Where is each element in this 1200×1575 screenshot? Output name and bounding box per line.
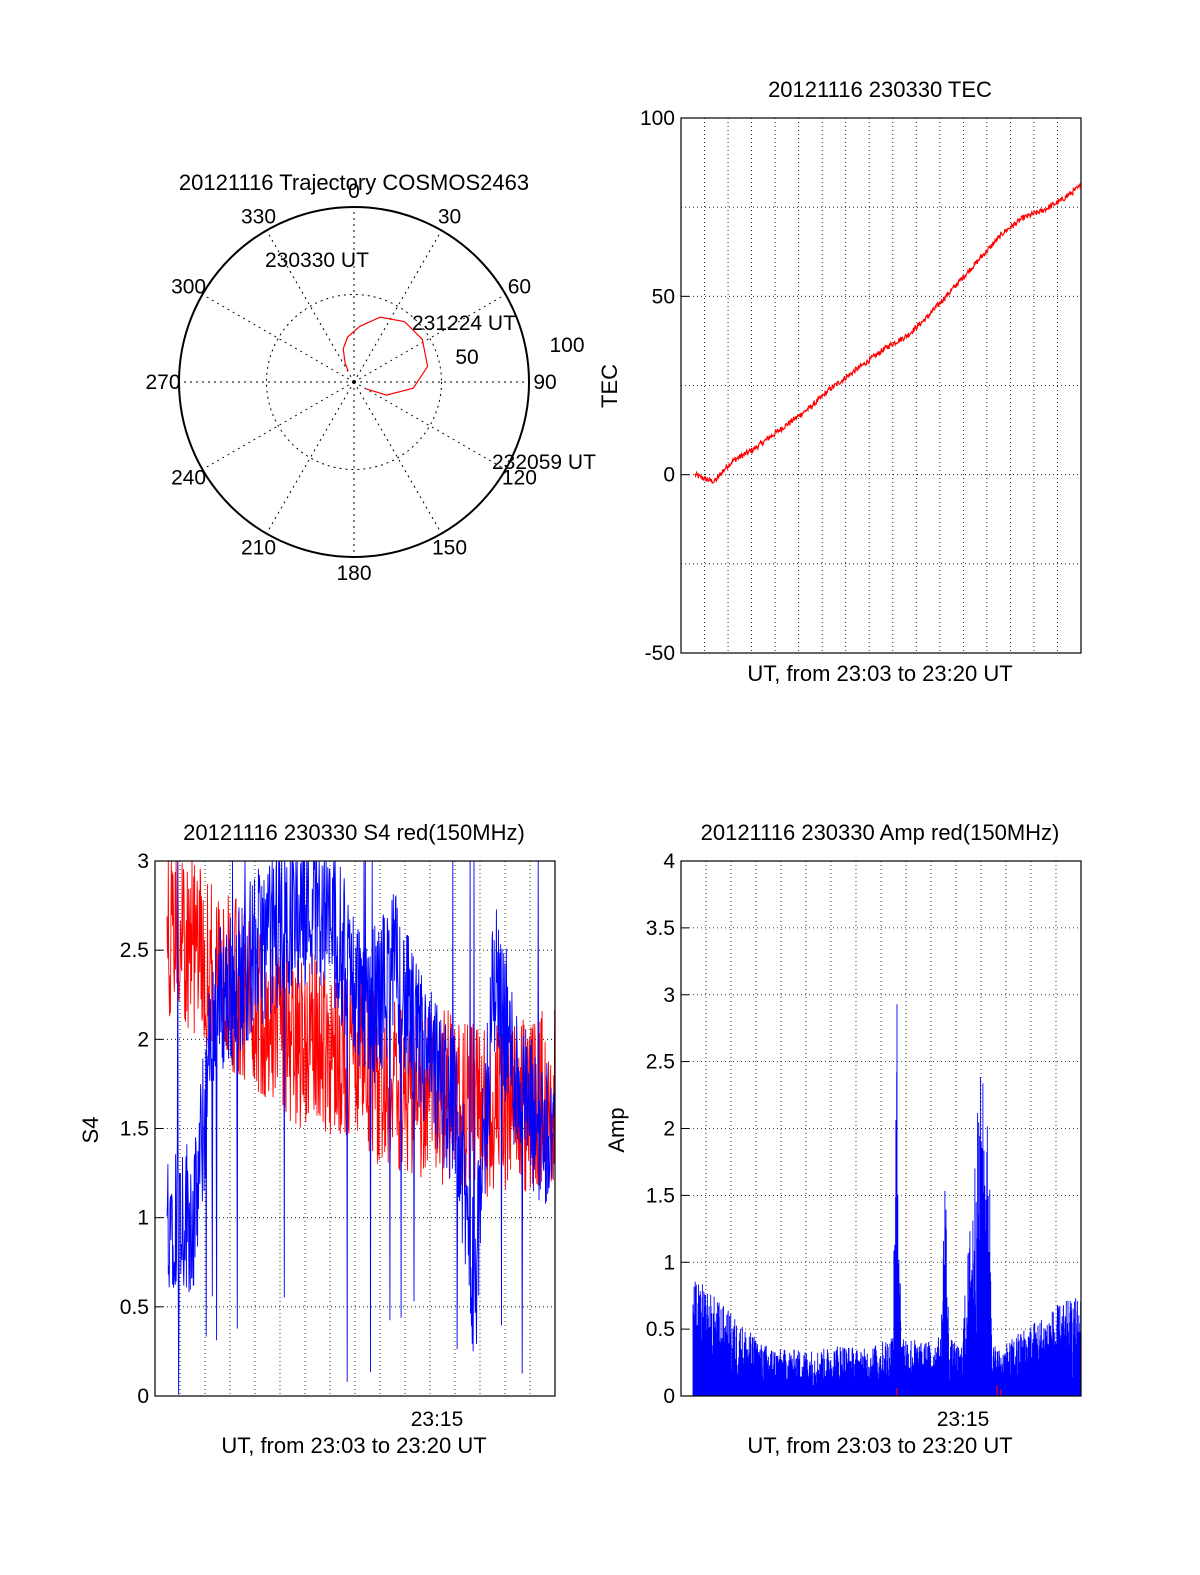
amp-y-ticks: 4 3.5 3 2.5 2 1.5 1 0.5 0 xyxy=(646,850,689,1408)
polar-angle-label: 60 xyxy=(508,276,531,299)
polar-spoke xyxy=(353,381,506,470)
y-tick-label: 3 xyxy=(137,850,149,873)
polar-angle-label: 30 xyxy=(438,206,461,229)
y-tick-label: 100 xyxy=(640,107,675,130)
amp-y-label: Amp xyxy=(604,1107,629,1152)
s4-title: 20121116 230330 S4 red(150MHz) xyxy=(183,820,525,845)
s4-panel: 20121116 230330 S4 red(150MHz) 3 2.5 2 1.5 1… xyxy=(78,820,556,1458)
y-tick-label: 0 xyxy=(663,464,675,487)
s4-x-tick-label: 23:15 xyxy=(411,1408,464,1431)
y-tick-label: 2.5 xyxy=(646,1051,675,1074)
y-tick-label: 0 xyxy=(137,1385,149,1408)
polar-spoke xyxy=(266,381,355,534)
y-tick-label: 2.5 xyxy=(120,939,149,962)
tec-y-ticks: 100 50 0 -50 xyxy=(640,107,689,665)
y-tick-label: 1 xyxy=(137,1207,149,1230)
radial-label-50: 50 xyxy=(455,346,478,369)
s4-grid xyxy=(155,861,555,1396)
y-tick-label: 2 xyxy=(137,1028,149,1051)
y-tick-label: 0.5 xyxy=(646,1318,675,1341)
polar-spoke xyxy=(266,230,355,383)
y-tick-label: 4 xyxy=(663,850,675,873)
polar-spoke xyxy=(202,294,355,383)
polar-spoke xyxy=(353,294,506,383)
y-tick-label: 1.5 xyxy=(646,1184,675,1207)
polar-angle-label: 90 xyxy=(533,371,556,394)
amp-grid xyxy=(681,861,1081,1396)
y-tick-label: 2 xyxy=(663,1118,675,1141)
polar-title: 20121116 Trajectory COSMOS2463 xyxy=(179,170,529,195)
polar-angle-label: 180 xyxy=(336,562,371,585)
tec-grid xyxy=(681,118,1081,653)
polar-angle-label: 300 xyxy=(171,276,206,299)
polar-spoke xyxy=(353,230,442,383)
tec-title: 20121116 230330 TEC xyxy=(768,77,992,102)
s4-x-label: UT, from 23:03 to 23:20 UT xyxy=(221,1433,486,1458)
tec-series-line xyxy=(694,182,1082,484)
polar-angle-label: 330 xyxy=(241,206,276,229)
polar-angle-labels: 0 30 60 90 120 150 180 210 240 270 300 330 xyxy=(145,180,556,585)
polar-panel: 20121116 Trajectory COSMOS2463 0 30 60 90 12… xyxy=(145,170,596,585)
amp-x-label: UT, from 23:03 to 23:20 UT xyxy=(747,1433,1012,1458)
annotation-start: 230330 UT xyxy=(265,249,369,272)
polar-spokes xyxy=(179,207,529,557)
y-tick-label: 1.5 xyxy=(120,1118,149,1141)
polar-angle-label: 150 xyxy=(432,536,467,559)
polar-spoke xyxy=(353,381,442,534)
polar-inner-ring xyxy=(266,294,442,470)
tec-plot-frame xyxy=(680,117,1082,654)
tec-y-label: TEC xyxy=(597,364,622,408)
y-tick-label: 3.5 xyxy=(646,917,675,940)
amp-red-series xyxy=(896,1385,1002,1396)
polar-angle-label: 0 xyxy=(348,180,360,203)
y-tick-label: -50 xyxy=(645,642,675,665)
s4-y-label: S4 xyxy=(78,1117,103,1144)
trajectory-line xyxy=(342,316,429,396)
amp-panel: 20121116 230330 Amp red(150MHz) 4 3.5 3 2.5… xyxy=(604,820,1082,1458)
s4-y-ticks: 3 2.5 2 1.5 1 0.5 0 xyxy=(120,850,163,1408)
y-tick-label: 1 xyxy=(663,1251,675,1274)
series-path xyxy=(166,860,556,1395)
y-tick-label: 0.5 xyxy=(120,1296,149,1319)
tec-x-label: UT, from 23:03 to 23:20 UT xyxy=(747,661,1012,686)
y-tick-label: 3 xyxy=(663,984,675,1007)
annotation-end: 232059 UT xyxy=(492,451,596,474)
annotation-mid: 231224 UT xyxy=(412,312,516,335)
s4-blue-series xyxy=(166,860,556,1395)
y-tick-label: 50 xyxy=(652,285,675,308)
polar-angle-label: 240 xyxy=(171,467,206,490)
radial-label-100: 100 xyxy=(549,334,584,357)
amp-x-tick-label: 23:15 xyxy=(937,1408,990,1431)
tec-panel: 20121116 230330 TEC 100 50 0 -50 UT, from 2… xyxy=(597,77,1082,686)
amp-title: 20121116 230330 Amp red(150MHz) xyxy=(701,820,1060,845)
polar-angle-label: 270 xyxy=(145,371,180,394)
y-tick-label: 0 xyxy=(663,1385,675,1408)
polar-spoke xyxy=(202,381,355,470)
amp-blue-series xyxy=(692,1004,1082,1396)
amp-series-path xyxy=(692,1004,1082,1396)
polar-angle-label: 120 xyxy=(502,467,537,490)
polar-angle-label: 210 xyxy=(241,536,276,559)
